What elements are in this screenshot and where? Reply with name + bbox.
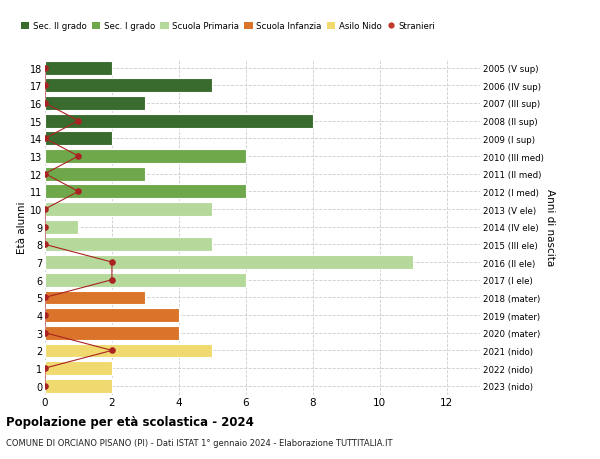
Bar <box>45 238 212 252</box>
Point <box>107 259 117 266</box>
Point <box>40 294 50 302</box>
Bar <box>45 256 413 269</box>
Bar <box>45 132 112 146</box>
Bar <box>45 220 79 234</box>
Point <box>40 382 50 390</box>
Point <box>40 364 50 372</box>
Text: Popolazione per età scolastica - 2024: Popolazione per età scolastica - 2024 <box>6 415 254 428</box>
Point <box>40 206 50 213</box>
Bar <box>45 203 212 217</box>
Bar <box>45 361 112 375</box>
Bar <box>45 150 246 163</box>
Point <box>40 171 50 178</box>
Point <box>107 347 117 354</box>
Bar <box>45 326 179 340</box>
Point <box>40 312 50 319</box>
Bar <box>45 185 246 199</box>
Bar <box>45 79 212 93</box>
Point <box>74 118 83 125</box>
Legend: Sec. II grado, Sec. I grado, Scuola Primaria, Scuola Infanzia, Asilo Nido, Stran: Sec. II grado, Sec. I grado, Scuola Prim… <box>19 20 437 33</box>
Point <box>40 100 50 107</box>
Bar <box>45 168 145 181</box>
Point <box>107 276 117 284</box>
Point <box>40 65 50 72</box>
Point <box>40 241 50 248</box>
Bar <box>45 114 313 128</box>
Bar <box>45 291 145 305</box>
Bar <box>45 97 145 111</box>
Text: COMUNE DI ORCIANO PISANO (PI) - Dati ISTAT 1° gennaio 2024 - Elaborazione TUTTIT: COMUNE DI ORCIANO PISANO (PI) - Dati IST… <box>6 438 392 448</box>
Bar <box>45 62 112 75</box>
Bar <box>45 379 112 393</box>
Point <box>40 330 50 337</box>
Point <box>74 153 83 160</box>
Point <box>40 224 50 231</box>
Bar <box>45 273 246 287</box>
Bar <box>45 308 179 322</box>
Point <box>40 135 50 143</box>
Y-axis label: Età alunni: Età alunni <box>17 201 27 253</box>
Point <box>74 188 83 196</box>
Y-axis label: Anni di nascita: Anni di nascita <box>545 189 555 266</box>
Bar <box>45 344 212 358</box>
Point <box>40 83 50 90</box>
